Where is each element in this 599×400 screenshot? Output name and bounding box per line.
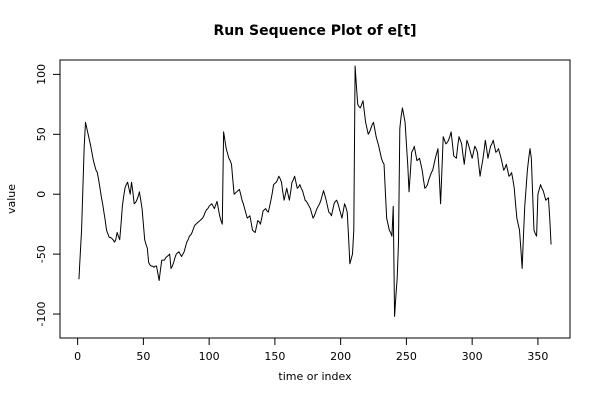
x-tick-label: 300 — [462, 350, 483, 363]
plot-frame — [59, 59, 571, 339]
y-tick-label: -100 — [35, 302, 48, 327]
chart-title: Run Sequence Plot of e[t] — [213, 23, 416, 39]
y-tick-label: 100 — [35, 64, 48, 85]
y-tick-label: -50 — [35, 245, 48, 263]
x-tick-label: 0 — [74, 350, 81, 363]
x-axis-label: time or index — [278, 370, 352, 383]
x-tick-label: 50 — [136, 350, 150, 363]
x-tick-label: 100 — [199, 350, 220, 363]
x-tick-label: 350 — [527, 350, 548, 363]
y-tick-label: 0 — [35, 191, 48, 198]
y-axis-label: value — [5, 184, 18, 214]
x-tick-label: 250 — [396, 350, 417, 363]
data-line — [78, 65, 552, 317]
y-tick-label: 50 — [35, 127, 48, 141]
x-tick-label: 200 — [330, 350, 351, 363]
x-tick-label: 150 — [264, 350, 285, 363]
